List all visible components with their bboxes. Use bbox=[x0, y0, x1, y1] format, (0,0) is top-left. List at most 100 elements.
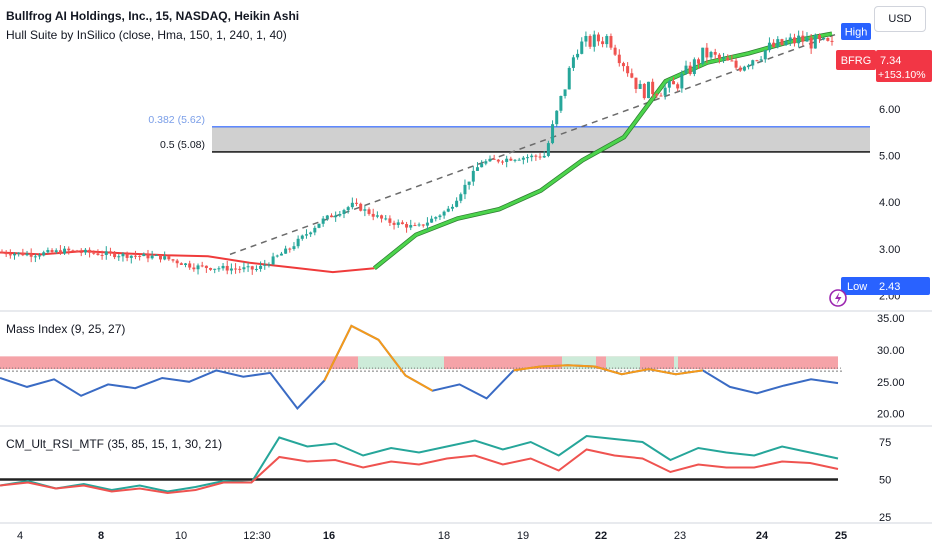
candle bbox=[188, 263, 192, 268]
candle bbox=[596, 34, 600, 42]
candle bbox=[288, 248, 292, 250]
candle bbox=[271, 256, 275, 265]
mass-index-high bbox=[513, 364, 703, 376]
candle bbox=[626, 66, 630, 74]
candle bbox=[455, 200, 459, 207]
indicator-legend[interactable]: Hull Suite by InSilico (close, Hma, 150,… bbox=[6, 28, 287, 42]
candle bbox=[496, 159, 500, 162]
candle bbox=[8, 254, 12, 256]
mass-index-title[interactable]: Mass Index (9, 25, 27) bbox=[6, 322, 125, 336]
candle bbox=[551, 124, 555, 144]
candle bbox=[805, 37, 809, 42]
time-axis-tick: 10 bbox=[175, 530, 187, 542]
candle bbox=[697, 59, 701, 64]
low-badge-value: 2.43 bbox=[879, 281, 900, 293]
candle bbox=[371, 213, 375, 217]
candle bbox=[179, 263, 183, 265]
mass-band-highlight bbox=[358, 356, 444, 370]
candle bbox=[680, 73, 684, 89]
candle bbox=[705, 47, 709, 58]
candle bbox=[767, 42, 771, 51]
candle bbox=[321, 218, 325, 224]
candle bbox=[117, 256, 121, 258]
high-badge[interactable] bbox=[841, 23, 871, 40]
candle bbox=[154, 255, 158, 257]
time-axis-tick: 16 bbox=[323, 530, 335, 542]
price-pane[interactable]: 0.382 (5.62) 0.5 (5.08) 6.00 5.00 4.00 3.00 2.… bbox=[0, 23, 932, 302]
time-axis-tick: 25 bbox=[835, 530, 847, 542]
candle bbox=[709, 51, 713, 58]
mass-axis-tick: 35.00 bbox=[877, 313, 905, 325]
candle bbox=[238, 268, 242, 270]
candle bbox=[0, 252, 4, 254]
candle bbox=[88, 249, 92, 253]
candle bbox=[129, 255, 133, 258]
candle bbox=[817, 34, 821, 40]
candle bbox=[759, 59, 763, 61]
rsi-title[interactable]: CM_Ult_RSI_MTF (35, 85, 15, 1, 30, 21) bbox=[6, 437, 222, 451]
last-price-badge[interactable] bbox=[876, 50, 932, 82]
low-badge[interactable] bbox=[841, 277, 930, 295]
candle bbox=[534, 155, 538, 157]
candle bbox=[430, 218, 434, 223]
candle bbox=[621, 63, 625, 67]
candle bbox=[676, 84, 680, 89]
candle bbox=[601, 41, 605, 45]
candle bbox=[526, 157, 530, 159]
candle bbox=[75, 250, 79, 252]
candle bbox=[672, 81, 676, 85]
lightning-icon[interactable] bbox=[829, 289, 847, 307]
candle bbox=[717, 54, 721, 59]
candle bbox=[254, 268, 258, 270]
candle bbox=[300, 235, 304, 239]
candle bbox=[392, 222, 396, 225]
last-price: 7.34 bbox=[880, 55, 901, 67]
candle bbox=[659, 95, 663, 97]
candle bbox=[475, 167, 479, 171]
candle bbox=[33, 256, 37, 258]
candle bbox=[409, 225, 413, 228]
mass-axis-tick: 25.00 bbox=[877, 377, 905, 389]
candle bbox=[826, 37, 830, 41]
mass-index-pane[interactable]: Mass Index (9, 25, 27) 35.00 30.00 25.00 20.… bbox=[0, 313, 905, 421]
candle bbox=[797, 35, 801, 44]
rsi-pane[interactable]: CM_Ult_RSI_MTF (35, 85, 15, 1, 30, 21) 75… bbox=[0, 434, 891, 524]
candle bbox=[738, 67, 742, 71]
candle bbox=[58, 250, 62, 254]
price-axis-tick: 5.00 bbox=[879, 151, 900, 163]
candle bbox=[79, 251, 83, 253]
candle bbox=[367, 209, 371, 214]
candle bbox=[242, 267, 246, 270]
candle bbox=[158, 255, 162, 260]
time-axis: 4 8 10 12:30 16 18 19 22 23 24 25 bbox=[17, 530, 847, 542]
candle bbox=[384, 218, 388, 220]
symbol-badge[interactable] bbox=[836, 50, 876, 70]
mass-index-high bbox=[323, 324, 433, 392]
trend-line bbox=[229, 33, 836, 256]
rsi-series-line bbox=[0, 434, 839, 493]
candle bbox=[54, 250, 58, 253]
candle bbox=[204, 265, 208, 269]
candle bbox=[246, 266, 250, 268]
candle bbox=[279, 253, 283, 256]
candle bbox=[42, 252, 46, 256]
candle bbox=[138, 255, 142, 257]
candle bbox=[713, 51, 717, 55]
currency-button[interactable]: USD bbox=[874, 6, 926, 32]
candle bbox=[380, 215, 384, 219]
candle bbox=[784, 41, 788, 45]
candle bbox=[196, 265, 200, 270]
candle bbox=[559, 95, 563, 111]
candle bbox=[200, 265, 204, 267]
candle bbox=[388, 218, 392, 223]
candle bbox=[21, 252, 25, 256]
candle bbox=[346, 207, 350, 211]
candle bbox=[692, 59, 696, 75]
candle bbox=[167, 256, 171, 260]
hull-line-up bbox=[373, 32, 833, 270]
candle bbox=[592, 34, 596, 47]
candle bbox=[225, 265, 229, 271]
candle bbox=[67, 248, 71, 251]
candle bbox=[634, 77, 638, 89]
